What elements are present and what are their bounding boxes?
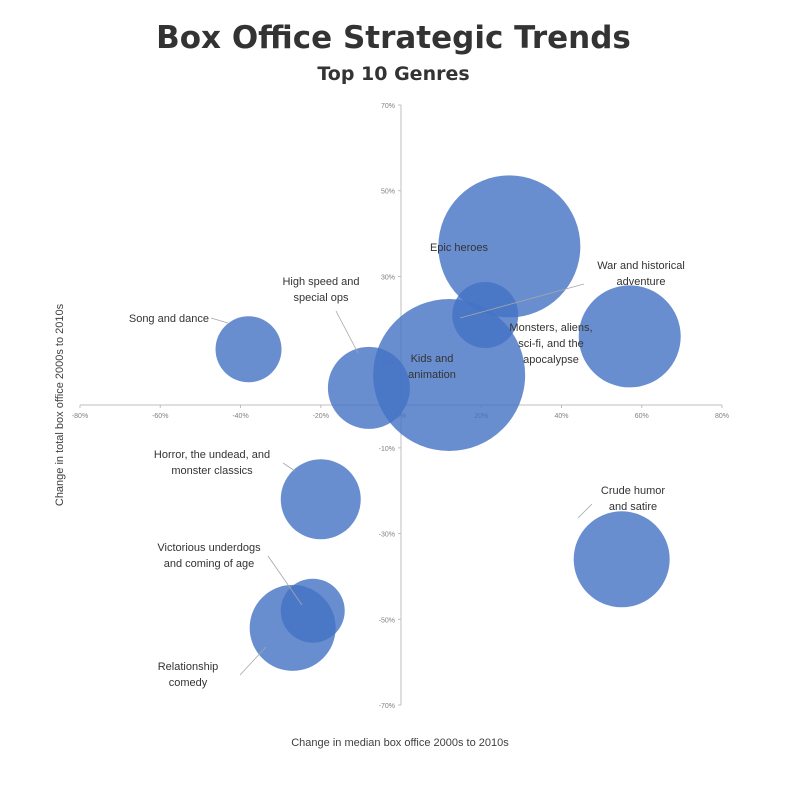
bubble-labels: Epic heroes Kids and animation High speed a… [129,242,685,689]
leader-line [210,317,229,324]
y-tick-label: 50% [381,189,395,196]
leader-line [282,462,296,472]
leader-line [335,310,359,354]
bubble-crude-humor-and-satire [573,511,670,608]
bubble-epic-heroes [438,175,581,318]
chart-title: Box Office Strategic Trends [156,20,631,56]
bubble-war-and-historical-adventure [452,282,519,348]
y-tick-label: -10% [379,446,395,453]
chart-subtitle: Top 10 Genres [317,63,470,85]
y-tick-label: -70% [379,703,395,710]
bubble-relationship-comedy [249,584,336,671]
bubble-horror-the-undead-and-monster-classics [280,459,361,540]
bubble-label-relationship-comedy: Relationship comedy [158,661,219,689]
bubble-high-speed-and-special-ops [327,346,410,429]
leader-line [459,283,585,319]
bubble-label-monsters-aliens-sci-fi-and-the-apocalypse: Monsters, aliens, sci-fi, and the apocalyp… [509,322,592,366]
x-tick-label: 40% [554,413,568,420]
x-tick-label: 60% [635,413,649,420]
bubble-label-crude-humor-and-satire: Crude humor and satire [601,485,666,513]
bubble-song-and-dance [215,316,282,383]
x-tick-label: -80% [72,413,88,420]
x-tick-label: -60% [152,413,168,420]
leader-lines [210,283,593,676]
y-tick-label: 30% [381,274,395,281]
y-tick-label: 70% [381,103,395,110]
y-tick-label: -30% [379,532,395,539]
leader-line [267,555,303,606]
bubbles [215,175,681,671]
bubble-monsters-aliens-sci-fi-and-the-apocalypse [578,285,681,388]
bubble-label-high-speed-and-special-ops: High speed and special ops [282,276,359,304]
y-tick-label: -50% [379,617,395,624]
bubble-label-song-and-dance: Song and dance [129,313,209,325]
bubble-label-kids-and-animation: Kids and animation [408,353,456,381]
bubble-label-war-and-historical-adventure: War and historical adventure [597,260,685,288]
leader-line [577,503,593,519]
bubble-label-epic-heroes: Epic heroes [430,242,489,254]
bubble-label-horror-the-undead-and-monster-classics: Horror, the undead, and monster classics [154,449,270,477]
x-tick-label: 80% [715,413,729,420]
leader-line [239,646,267,676]
x-tick-label: -20% [313,413,329,420]
bubble-label-victorious-underdogs-and-coming-of-age: Victorious underdogs and coming of age [157,542,261,570]
x-tick-label: -40% [232,413,248,420]
x-axis-title: Change in median box office 2000s to 201… [291,737,509,749]
y-axis-title: Change in total box office 2000s to 2010… [54,303,66,507]
